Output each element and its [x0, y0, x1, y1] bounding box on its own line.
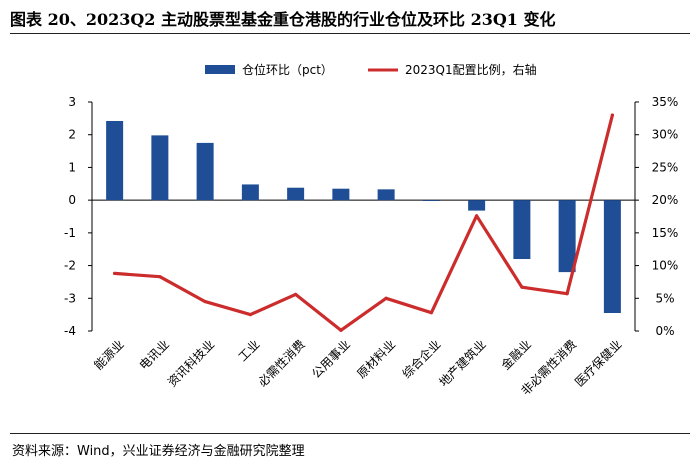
bar: [558, 200, 576, 273]
bar: [106, 120, 124, 201]
left-tick-label: -4: [64, 324, 76, 338]
line-point: [294, 292, 298, 296]
bar: [241, 184, 259, 201]
right-tick-label: 0%: [655, 324, 674, 338]
bar: [422, 200, 440, 201]
bar: [151, 135, 169, 201]
right-tick-label: 20%: [652, 193, 679, 207]
bar: [196, 142, 214, 201]
line-point: [158, 275, 162, 279]
x-tick-label: 工业: [236, 337, 263, 364]
footer-rule: [10, 433, 690, 434]
x-tick-label: 资讯科技业: [165, 337, 217, 389]
legend-line-label: 2023Q1配置比例，右轴: [405, 62, 537, 77]
line-point: [248, 313, 252, 317]
right-tick-label: 25%: [652, 160, 679, 174]
left-tick-label: 3: [68, 95, 76, 109]
line-point: [610, 113, 614, 117]
line-point: [520, 285, 524, 289]
bar: [603, 200, 621, 314]
line-point: [429, 311, 433, 315]
left-tick-label: -1: [64, 226, 76, 240]
x-tick-label: 医疗保健业: [572, 337, 624, 389]
left-tick-label: 2: [68, 128, 76, 142]
line-point: [565, 292, 569, 296]
line-point: [203, 299, 207, 304]
bar: [287, 187, 305, 201]
left-tick-label: -3: [64, 291, 76, 305]
x-tick-label: 地产建筑业: [436, 337, 489, 390]
line-point: [113, 271, 117, 276]
left-tick-label: -2: [64, 259, 76, 273]
line-path: [112, 113, 615, 332]
bar: [332, 188, 350, 201]
x-tick-label: 综合企业: [399, 337, 444, 382]
x-tick-label: 原材料业: [354, 337, 398, 381]
left-tick-label: 0: [68, 193, 76, 207]
source-note: 资料来源：Wind，兴业证券经济与金融研究院整理: [12, 444, 305, 459]
x-tick-label: 公用事业: [309, 337, 353, 381]
x-tick-label: 能源业: [91, 337, 126, 372]
legend: 仓位环比（pct） 2023Q1配置比例，右轴: [205, 62, 537, 77]
right-tick-label: 10%: [652, 259, 679, 273]
chart-title: 图表 20、2023Q2 主动股票型基金重仓港股的行业仓位及环比 23Q1 变化: [10, 10, 556, 29]
line-point: [339, 328, 343, 332]
right-tick-label: 15%: [652, 226, 679, 240]
line-point: [384, 296, 388, 300]
legend-bar-swatch: [205, 65, 235, 74]
right-tick-label: 5%: [655, 291, 674, 305]
left-tick-label: 1: [68, 160, 76, 174]
bar-series: [106, 120, 621, 314]
right-tick-label: 30%: [652, 128, 679, 142]
x-tick-label: 必需性消费: [255, 337, 307, 389]
axes: 3 2 1 0 -1 -2 -3 -4 35% 30% 25% 20% 15% 10% 5% 0%: [64, 95, 678, 338]
bar: [513, 200, 531, 260]
x-tick-label: 电讯业: [137, 337, 172, 372]
line-point: [475, 214, 479, 218]
x-tick-label: 金融业: [498, 337, 534, 373]
bar: [377, 189, 395, 201]
legend-bar-label: 仓位环比（pct）: [242, 62, 333, 77]
bar: [468, 200, 486, 211]
title-rule: [10, 33, 690, 34]
line-series: [112, 113, 615, 332]
right-tick-label: 35%: [652, 95, 679, 109]
